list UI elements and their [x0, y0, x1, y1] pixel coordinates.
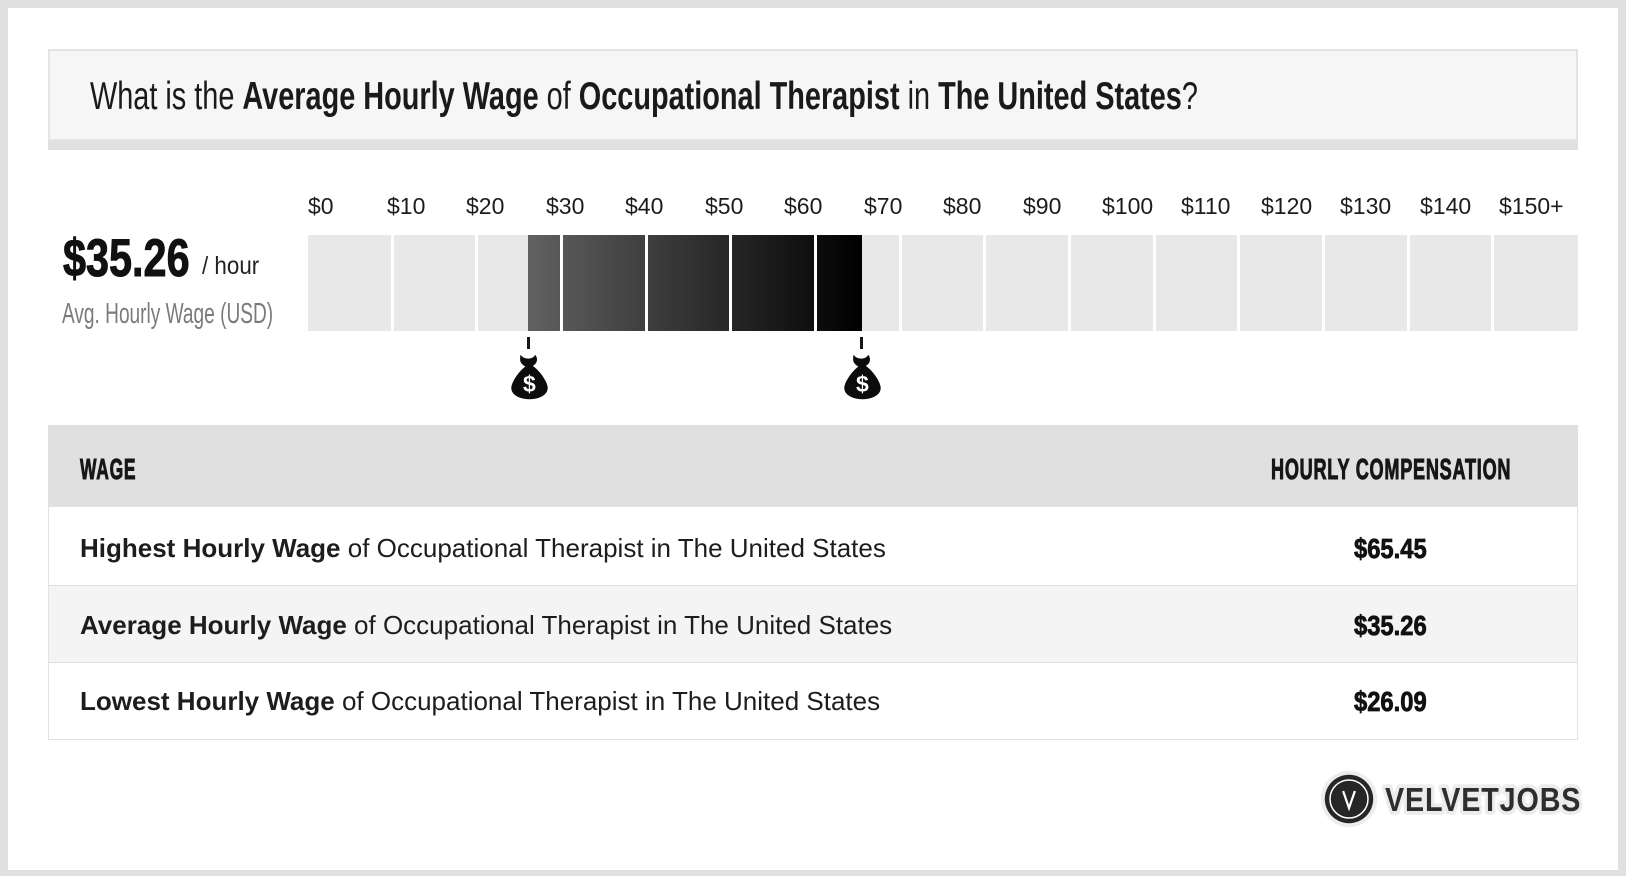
svg-text:VELVETJOBS: VELVETJOBS: [1385, 781, 1581, 818]
